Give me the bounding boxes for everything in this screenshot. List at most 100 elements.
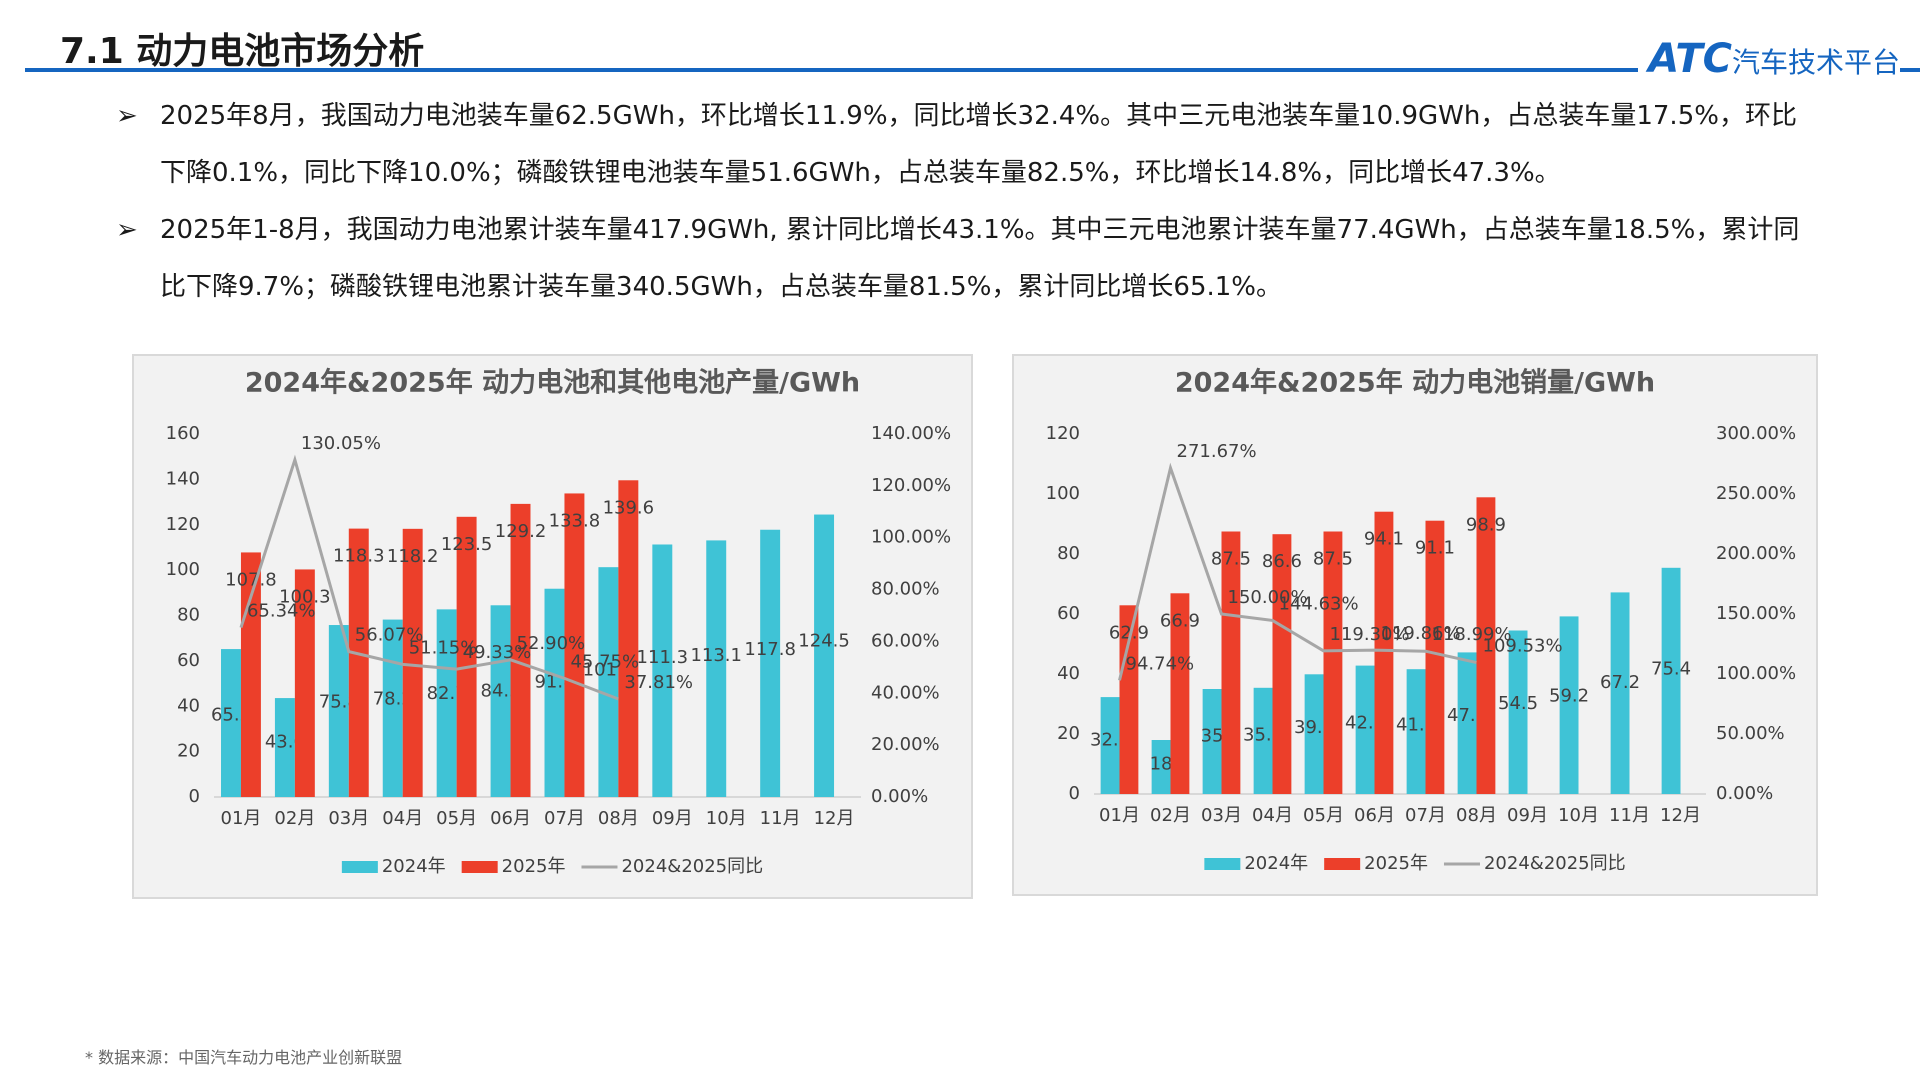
line (1118, 462, 1477, 681)
y-tick-label: 20 (177, 741, 200, 762)
bar (490, 605, 511, 797)
x-tick-label: 03月 (1201, 805, 1242, 826)
bar-value-label: 54.5 (1498, 693, 1538, 714)
y2-tick-label: 120.00% (871, 475, 951, 496)
bar-value-label: 118.2 (387, 546, 439, 567)
y-tick-label: 160 (166, 423, 200, 444)
y-tick-label: 120 (166, 514, 200, 535)
bar (1119, 605, 1139, 794)
line-value-label: 118.99% (1432, 624, 1512, 645)
bar (1253, 687, 1273, 794)
bar-value-label: 94.1 (1364, 529, 1404, 550)
bar-value-label: 87.5 (1211, 549, 1251, 570)
bar (1323, 531, 1343, 794)
y-tick-label: 60 (177, 650, 200, 671)
x-tick-label: 11月 (1609, 805, 1650, 826)
bar-value-label: 59.2 (1549, 685, 1589, 706)
x-tick-label: 12月 (1660, 805, 1701, 826)
x-tick-label: 04月 (1252, 805, 1293, 826)
x-tick-label: 06月 (490, 808, 531, 829)
y-tick-label: 0 (1069, 783, 1080, 804)
bar (221, 649, 241, 797)
bar-value-label: 129.2 (495, 521, 547, 542)
legend-swatch (341, 861, 378, 873)
bar-value-label: 35 (1201, 725, 1224, 746)
bar (1100, 697, 1120, 794)
bullet-list: 2025年8月，我国动力电池装车量62.5GWh，环比增长11.9%，同比增长3… (112, 88, 1812, 316)
bar (706, 540, 727, 797)
bar-value-label: 62.9 (1109, 622, 1149, 643)
line-value-label: 109.53% (1483, 636, 1563, 657)
bar (348, 528, 369, 797)
x-tick-label: 07月 (544, 808, 585, 829)
y-tick-label: 0 (189, 786, 200, 807)
bar-value-label: 87.5 (1313, 549, 1353, 570)
line-value-label: 130.05% (301, 433, 381, 454)
y2-tick-label: 40.00% (871, 682, 940, 703)
bar (1406, 669, 1426, 794)
bar (1374, 511, 1394, 794)
x-tick-label: 08月 (1456, 805, 1497, 826)
bar (1202, 689, 1222, 794)
y2-tick-label: 200.00% (1716, 543, 1796, 564)
bar (436, 609, 457, 797)
legend: 2024年 2025年 2024&2025同比 (1204, 853, 1626, 874)
bar (1355, 665, 1375, 794)
bar (618, 480, 639, 797)
legend-label: 2024年 (1244, 853, 1308, 874)
x-tick-label: 01月 (221, 808, 262, 829)
x-tick-label: 07月 (1405, 805, 1446, 826)
bullet: 2025年1-8月，我国动力电池累计装车量417.9GWh, 累计同比增长43.… (112, 202, 1812, 316)
bar (544, 588, 565, 797)
legend-label: 2025年 (502, 856, 566, 877)
chart-title: 2024年&2025年 动力电池销量/GWh (1175, 367, 1655, 399)
bar (1170, 593, 1190, 794)
line-value-label: 56.07% (355, 625, 424, 646)
line-value-label: 119.30% (1330, 624, 1410, 645)
bar (1661, 567, 1681, 794)
bar-value-label: 107.8 (225, 569, 277, 590)
x-tick-label: 10月 (706, 808, 747, 829)
bar-value-label: 98.9 (1466, 514, 1506, 535)
legend-swatch (461, 861, 498, 873)
y-tick-label: 120 (1046, 423, 1080, 444)
bullet: 2025年8月，我国动力电池装车量62.5GWh，环比增长11.9%，同比增长3… (112, 88, 1812, 202)
chart-panel: 2024年&2025年 动力电池销量/GWh 0 20 40 60 80 100 120 0.0… (1012, 354, 1818, 896)
bar-value-label: 139.6 (603, 497, 655, 518)
y-tick-label: 100 (166, 559, 200, 580)
y-tick-label: 40 (1057, 663, 1080, 684)
chart: 2024年&2025年 动力电池销量/GWh 0 20 40 60 80 100 120 0.0… (1046, 367, 1796, 875)
legend: 2024年 2025年 2024&2025同比 (341, 856, 763, 877)
y2-tick-label: 50.00% (1716, 723, 1785, 744)
line-value-label: 49.33% (463, 642, 532, 663)
y-tick-label: 80 (1057, 543, 1080, 564)
x-tick-label: 02月 (274, 808, 315, 829)
legend-label: 2024&2025同比 (1484, 853, 1626, 874)
bar-value-label: 113.1 (690, 645, 742, 666)
x-tick-label: 10月 (1558, 805, 1599, 826)
logo-text: 汽车技术平台 (1731, 46, 1900, 79)
bar (1425, 520, 1445, 794)
y2-tick-label: 60.00% (871, 630, 940, 651)
bar (456, 516, 477, 797)
line-value-label: 45.75% (570, 651, 639, 672)
x-tick-label: 09月 (1507, 805, 1548, 826)
bar-value-label: 91.1 (1415, 538, 1455, 559)
bar (1610, 592, 1630, 794)
bar (1559, 616, 1579, 794)
chart: 2024年&2025年 动力电池和其他电池产量/GWh 0 20 40 60 80 100 1… (166, 367, 951, 878)
line-value-label: 144.63% (1279, 593, 1359, 614)
y2-tick-label: 150.00% (1716, 603, 1796, 624)
x-tick-label: 09月 (652, 808, 693, 829)
chart-panel: 2024年&2025年 动力电池和其他电池产量/GWh 0 20 40 60 80 100 1… (132, 354, 973, 899)
bar (1457, 652, 1477, 794)
bar (814, 514, 835, 797)
bar-value-label: 123.5 (441, 534, 493, 555)
legend-label: 2025年 (1364, 853, 1428, 874)
bar (1476, 497, 1496, 794)
legend-label: 2024年 (382, 856, 446, 877)
y2-tick-label: 250.00% (1716, 483, 1796, 504)
line (239, 454, 619, 701)
bar-value-label: 124.5 (798, 631, 850, 652)
